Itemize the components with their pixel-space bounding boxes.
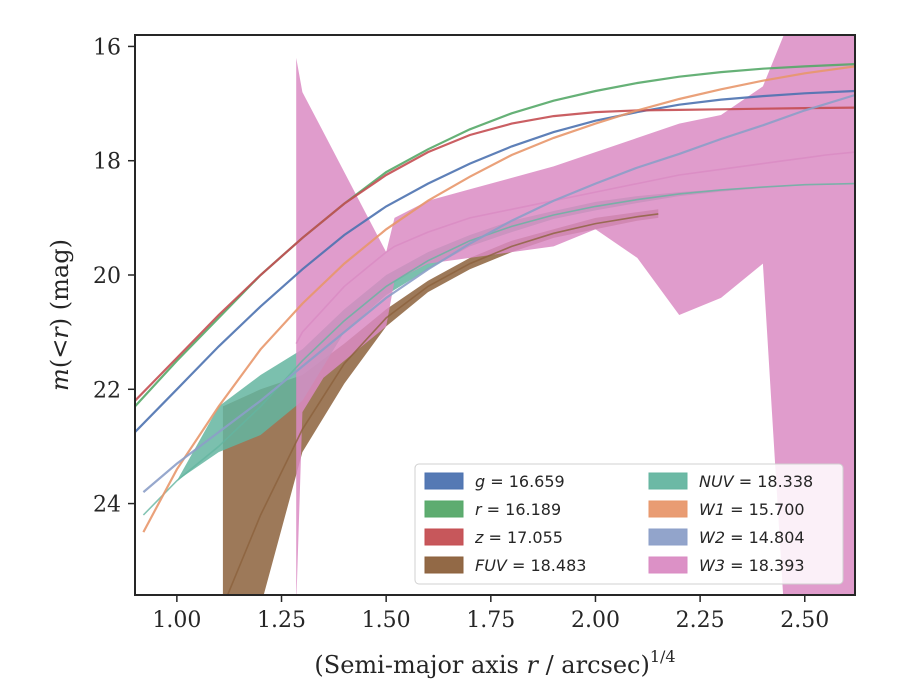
x-axis-label: (Semi-major axis r / arcsec)1/4 [314, 647, 675, 679]
legend-item-g: g = 16.659 [424, 472, 565, 491]
data-layer [135, 35, 855, 595]
x-tick-label: 1.00 [152, 608, 201, 633]
series-w3-band [296, 35, 855, 595]
x-tick-label: 2.50 [780, 608, 829, 633]
legend: g = 16.659 r = 16.189 z = 17.055 FUV = 18.4… [414, 463, 844, 585]
legend-item-w1: W1 = 15.700 [648, 500, 805, 519]
legend-item-r: r = 16.189 [424, 500, 561, 519]
legend-item-w3: W3 = 18.393 [648, 556, 805, 575]
legend-item-z: z = 17.055 [424, 528, 563, 547]
series-w3-line [295, 151, 855, 344]
x-axis: 1.00 1.25 1.50 1.75 2.00 2.25 2.50 [152, 595, 829, 633]
legend-box [414, 463, 844, 585]
legend-swatch [424, 528, 464, 546]
legend-item-w2: W2 = 14.804 [648, 528, 805, 547]
y-tick-label: 22 [93, 378, 121, 403]
x-tick-label: 1.25 [257, 608, 306, 633]
legend-swatch [648, 528, 688, 546]
series-nuv-line [142, 182, 855, 516]
legend-label: r = 16.189 [475, 500, 561, 519]
y-axis-label: m(<r) (mag) [46, 239, 74, 391]
series-fuv-band [222, 209, 659, 595]
legend-swatch [648, 472, 688, 490]
series-fuv-line [226, 213, 659, 595]
series-g-line [135, 89, 855, 433]
series-z-line [135, 106, 855, 402]
legend-swatch [424, 472, 464, 490]
y-tick-label: 18 [93, 150, 121, 175]
legend-item-nuv: NUV = 18.338 [648, 472, 813, 491]
legend-swatch [648, 500, 688, 518]
series-w2-line [142, 93, 855, 493]
x-tick-label: 1.50 [362, 608, 411, 633]
legend-swatch [424, 556, 464, 574]
legend-label: z = 17.055 [474, 528, 563, 547]
legend-label: W2 = 14.804 [699, 528, 805, 547]
x-tick-label: 1.75 [466, 608, 515, 633]
x-tick-label: 2.00 [571, 608, 620, 633]
legend-label: W1 = 15.700 [699, 500, 805, 519]
legend-swatch [648, 556, 688, 574]
legend-label: g = 16.659 [475, 472, 565, 491]
y-tick-label: 20 [93, 264, 121, 289]
series-w1-line [142, 65, 855, 533]
y-tick-label: 24 [93, 493, 121, 518]
x-tick-label: 2.25 [676, 608, 725, 633]
plot-frame [134, 34, 856, 596]
legend-label: FUV = 18.483 [475, 556, 586, 575]
legend-label: W3 = 18.393 [699, 556, 805, 575]
legend-label: NUV = 18.338 [699, 472, 813, 491]
y-tick-label: 16 [93, 35, 121, 60]
y-axis: 16 18 20 22 24 [93, 35, 135, 518]
legend-item-fuv: FUV = 18.483 [424, 556, 586, 575]
legend-swatch [424, 500, 464, 518]
